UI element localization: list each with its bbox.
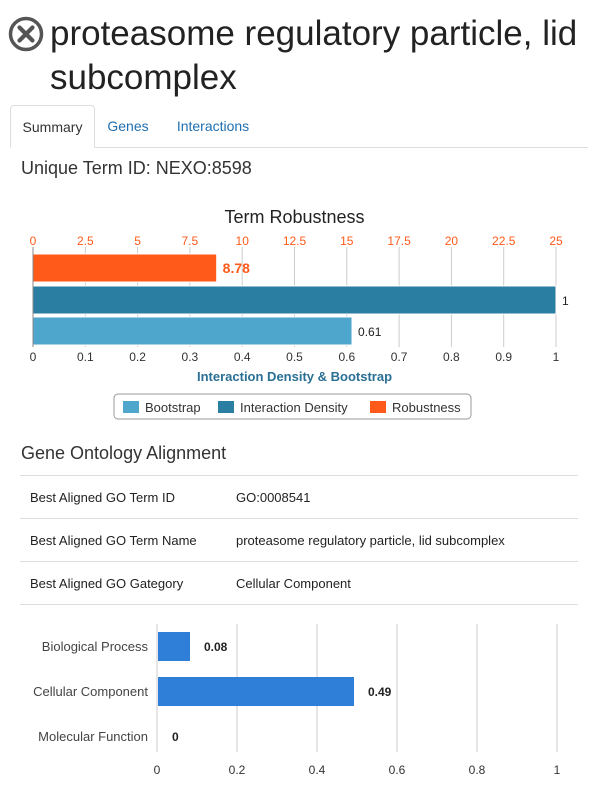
- category-label: Molecular Function: [38, 729, 148, 744]
- bottom-axis-tick-label: 0.1: [77, 350, 94, 364]
- bottom-axis-tick-label: 0.2: [129, 350, 146, 364]
- go-bar-value-label: 0: [172, 730, 179, 744]
- table-row: Best Aligned GO Gategory Cellular Compon…: [20, 561, 578, 605]
- unique-term-id: Unique Term ID: NEXO:8598: [21, 158, 252, 178]
- go-alignment-table: Best Aligned GO Term ID GO:0008541 Best …: [20, 475, 578, 605]
- bottom-axis-tick-label: 0: [30, 350, 37, 364]
- go-alignment-title: Gene Ontology Alignment: [21, 443, 227, 463]
- x-axis-tick-label: 1: [554, 763, 561, 777]
- tab-summary[interactable]: Summary: [10, 105, 95, 148]
- category-label: Cellular Component: [33, 684, 148, 699]
- table-row: Best Aligned GO Term Name proteasome reg…: [20, 518, 578, 562]
- go-bar-value-label: 0.08: [204, 640, 228, 654]
- table-row: Best Aligned GO Term ID GO:0008541: [20, 475, 578, 519]
- go-bar-value-label: 0.49: [368, 685, 392, 699]
- legend-swatch: [370, 401, 386, 413]
- go-category-value: Cellular Component: [235, 561, 578, 605]
- bottom-axis-tick-label: 0.3: [182, 350, 199, 364]
- legend-swatch: [123, 401, 139, 413]
- top-axis-tick-label: 0: [30, 234, 37, 248]
- top-axis-tick-label: 7.5: [182, 234, 199, 248]
- go-bar: [158, 677, 354, 706]
- bottom-axis-tick-label: 0.7: [391, 350, 408, 364]
- legend-label: Interaction Density: [240, 400, 348, 415]
- bottom-axis-tick-label: 0.6: [338, 350, 355, 364]
- robustness-bar: [32, 253, 218, 283]
- robustness-bar: [32, 316, 353, 346]
- go-category-chart: 0 0.2 0.4 0.6 0.8 1 Biological Process 0.08 Cell…: [33, 624, 561, 777]
- tab-genes[interactable]: Genes: [107, 118, 149, 134]
- top-axis-tick-label: 17.5: [387, 234, 411, 248]
- bottom-axis-tick-label: 0.9: [495, 350, 512, 364]
- bottom-axis-tick-label: 1: [553, 350, 560, 364]
- x-axis-tick-label: 0.6: [389, 763, 406, 777]
- header: proteasome regulatory particle, lid subc…: [0, 0, 600, 100]
- x-axis-tick-label: 0.4: [309, 763, 326, 777]
- go-term-name-label: Best Aligned GO Term Name: [20, 518, 235, 562]
- go-term-id-label: Best Aligned GO Term ID: [20, 475, 235, 519]
- top-axis-tick-label: 22.5: [492, 234, 516, 248]
- top-axis-tick-label: 20: [445, 234, 459, 248]
- robustness-bar-value-label: 0.61: [358, 325, 382, 339]
- top-axis-tick-label: 5: [134, 234, 141, 248]
- robustness-bar-value-label: 8.78: [223, 260, 250, 276]
- tab-interactions[interactable]: Interactions: [176, 118, 250, 134]
- top-axis-tick-label: 2.5: [77, 234, 94, 248]
- bottom-axis-tick-label: 0.4: [234, 350, 251, 364]
- top-axis-tick-label: 12.5: [283, 234, 307, 248]
- top-axis-tick-label: 25: [549, 234, 563, 248]
- robustness-bar-value-label: 1: [562, 294, 569, 308]
- tab-bar: Summary Genes Interactions: [10, 105, 588, 148]
- x-axis-tick-label: 0.2: [229, 763, 246, 777]
- category-label: Biological Process: [42, 639, 149, 654]
- go-term-name-value: proteasome regulatory particle, lid subc…: [235, 518, 578, 562]
- bottom-axis-label: Interaction Density & Bootstrap: [197, 369, 392, 384]
- bottom-axis-tick-label: 0.5: [286, 350, 303, 364]
- robustness-bar: [32, 285, 557, 315]
- go-term-id-value: GO:0008541: [235, 475, 578, 519]
- bottom-axis-tick-label: 0.8: [443, 350, 460, 364]
- go-category-label: Best Aligned GO Gategory: [20, 561, 235, 605]
- robustness-chart-title: Term Robustness: [224, 207, 364, 227]
- legend-label: Robustness: [392, 400, 461, 415]
- go-bar: [158, 632, 190, 661]
- legend-swatch: [218, 401, 234, 413]
- top-axis-tick-label: 15: [340, 234, 354, 248]
- close-circle-icon[interactable]: [8, 16, 44, 52]
- x-axis-tick-label: 0: [154, 763, 161, 777]
- legend-label: Bootstrap: [145, 400, 201, 415]
- page-title: proteasome regulatory particle, lid subc…: [50, 14, 578, 97]
- top-axis-tick-label: 10: [236, 234, 250, 248]
- x-axis-tick-label: 0.8: [469, 763, 486, 777]
